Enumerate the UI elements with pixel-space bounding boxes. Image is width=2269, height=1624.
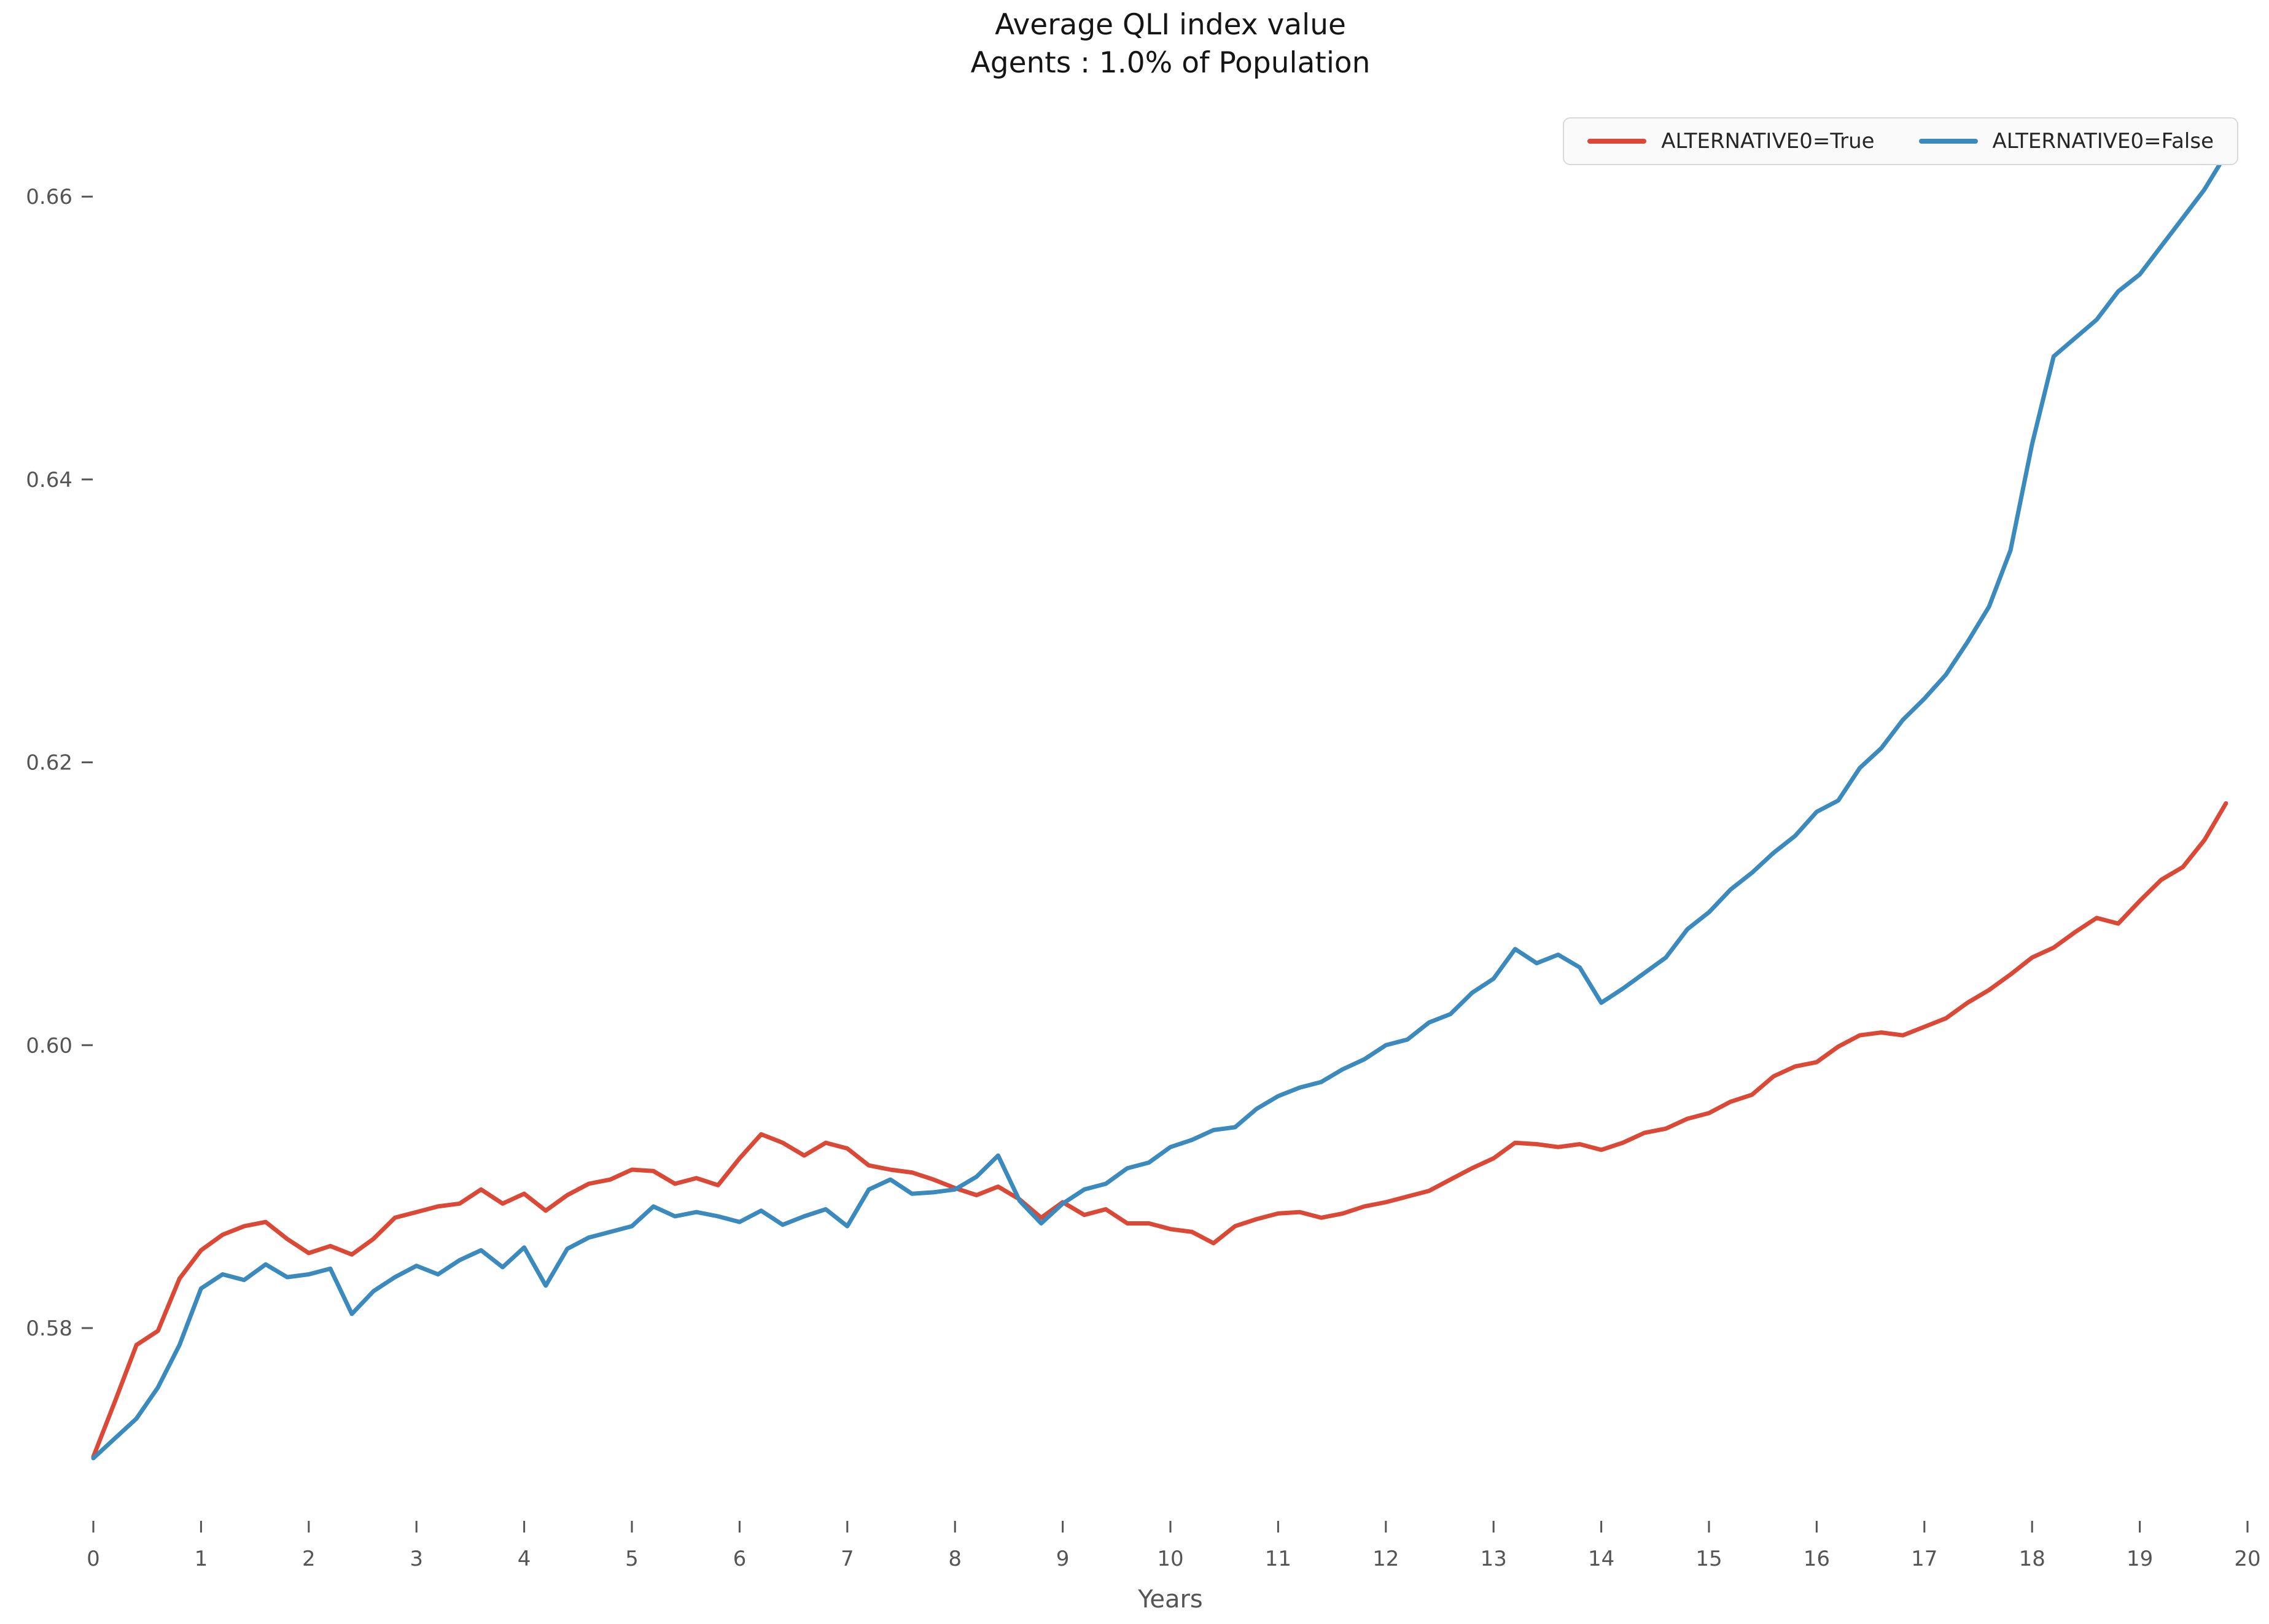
y-tick-label: 0.62 [26,751,72,775]
x-tick-label: 5 [625,1547,639,1571]
x-tick-label: 4 [518,1547,531,1571]
x-tick-label: 14 [1588,1547,1614,1571]
legend-item-true: ALTERNATIVE0=True [1587,129,1875,153]
chart-title-line1: Average QLI index value [995,8,1346,42]
x-tick-label: 9 [1056,1547,1070,1571]
x-tick-label: 8 [948,1547,962,1571]
x-tick-label: 3 [410,1547,423,1571]
x-tick-label: 13 [1481,1547,1507,1571]
y-tick-label: 0.60 [26,1033,72,1058]
x-tick-label: 16 [1804,1547,1830,1571]
y-tick-label: 0.66 [26,185,72,209]
legend-label-false: ALTERNATIVE0=False [1992,129,2214,153]
legend-swatch-blue [1918,139,1978,144]
y-tick-label: 0.64 [26,468,72,492]
x-tick-label: 0 [87,1547,100,1571]
x-tick-label: 15 [1695,1547,1722,1571]
chart-title: Average QLI index value Agents : 1.0% of… [93,6,2248,82]
legend-swatch-red [1587,139,1647,144]
x-tick-label: 11 [1265,1547,1291,1571]
x-axis-label: Years [1138,1585,1203,1614]
legend: ALTERNATIVE0=True ALTERNATIVE0=False [1563,117,2238,165]
chart-title-line2: Agents : 1.0% of Population [970,46,1371,80]
x-tick-label: 12 [1372,1547,1399,1571]
x-tick-label: 18 [2019,1547,2045,1571]
series-line-true [91,801,2228,1459]
legend-label-true: ALTERNATIVE0=True [1661,129,1875,153]
x-tick-label: 7 [841,1547,854,1571]
x-tick-label: 6 [733,1547,747,1571]
series-line-false [91,152,2228,1461]
x-tick-label: 1 [195,1547,208,1571]
x-tick-label: 17 [1911,1547,1937,1571]
x-tick-label: 19 [2127,1547,2153,1571]
x-tick-label: 20 [2234,1547,2260,1571]
x-tick-label: 2 [302,1547,316,1571]
legend-item-false: ALTERNATIVE0=False [1918,129,2214,153]
y-tick-label: 0.58 [26,1316,72,1341]
x-tick-label: 10 [1157,1547,1183,1571]
